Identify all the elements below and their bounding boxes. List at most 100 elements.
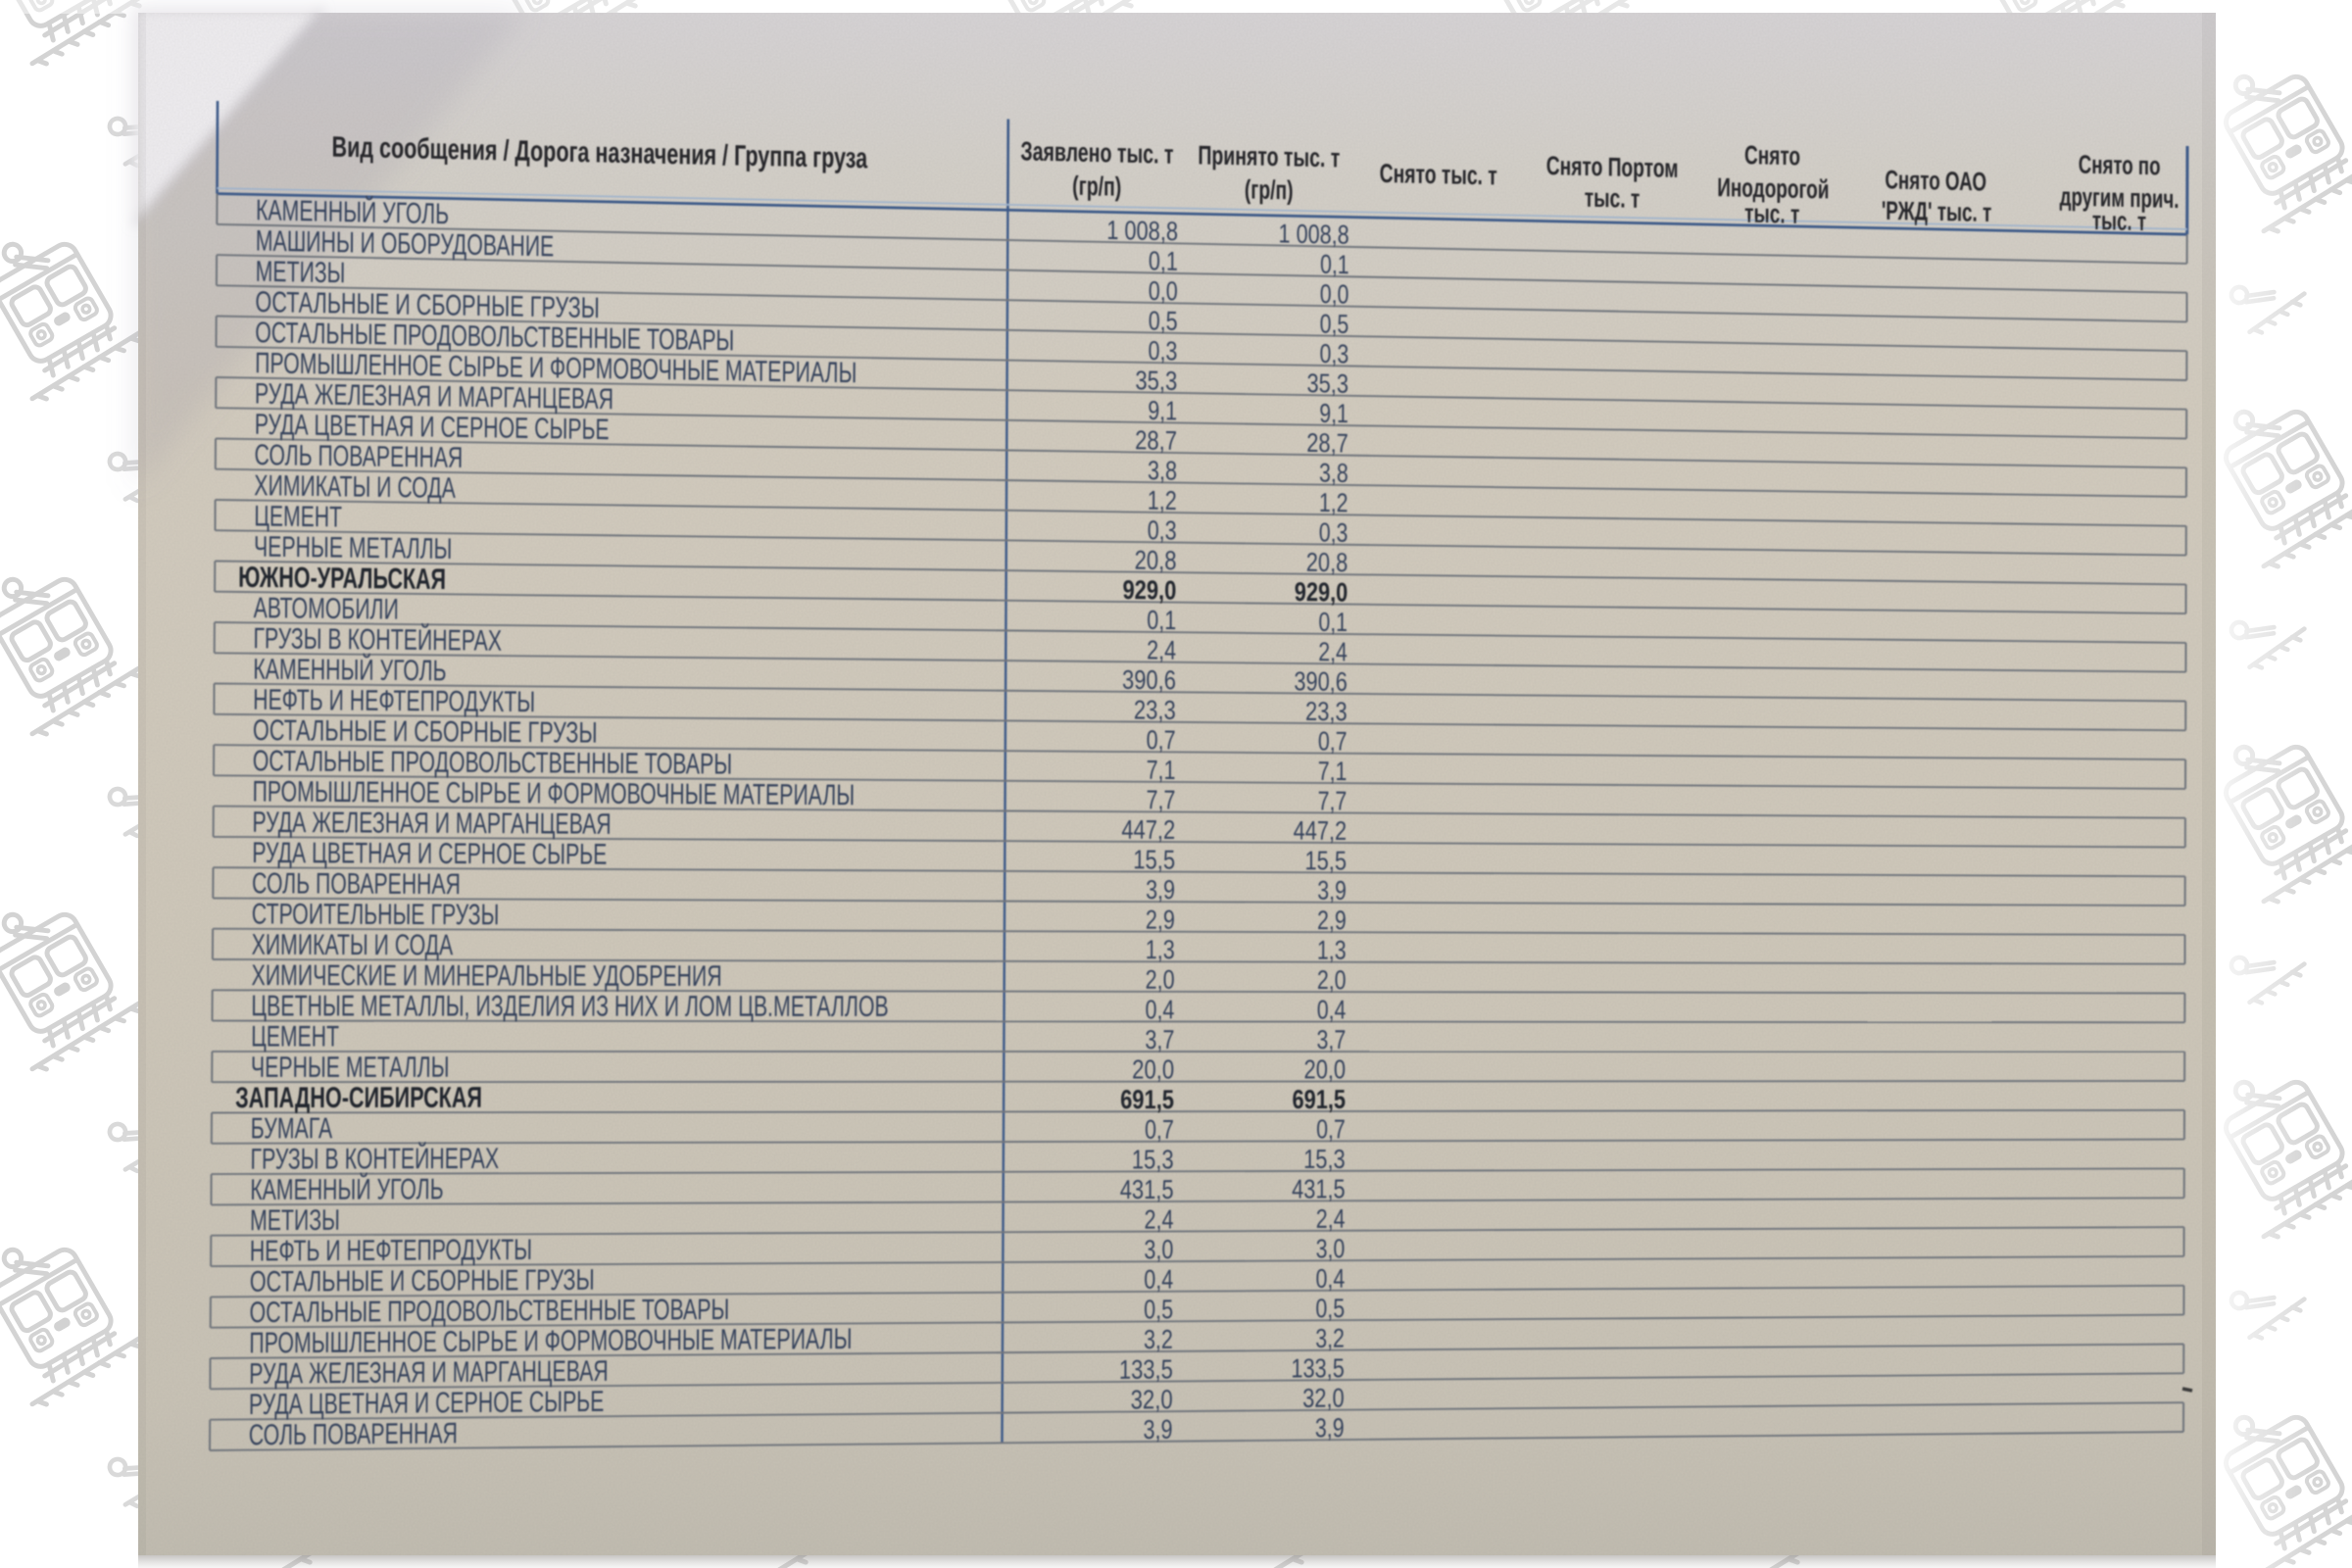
svg-text:ЧЕРНЫЕ МЕТАЛЛЫ: ЧЕРНЫЕ МЕТАЛЛЫ [254, 530, 453, 565]
svg-text:СОЛЬ ПОВАРЕННАЯ: СОЛЬ ПОВАРЕННАЯ [249, 1417, 458, 1451]
svg-text:Снято: Снято [1744, 140, 1800, 171]
svg-text:ЦВЕТНЫЕ МЕТАЛЛЫ, ИЗДЕЛИЯ ИЗ НИ: ЦВЕТНЫЕ МЕТАЛЛЫ, ИЗДЕЛИЯ ИЗ НИХ И ЛОМ ЦВ… [251, 990, 889, 1023]
svg-text:0,1: 0,1 [1147, 605, 1176, 635]
svg-text:0,3: 0,3 [1320, 338, 1349, 368]
svg-text:7,1: 7,1 [1147, 755, 1176, 785]
svg-text:тыс. т: тыс. т [1744, 199, 1799, 229]
svg-text:(гр/п): (гр/п) [1072, 171, 1121, 202]
svg-text:ОСТАЛЬНЫЕ И СБОРНЫЕ ГРУЗЫ: ОСТАЛЬНЫЕ И СБОРНЫЕ ГРУЗЫ [255, 286, 600, 324]
svg-text:КАМЕННЫЙ УГОЛЬ: КАМЕННЫЙ УГОЛЬ [253, 651, 446, 687]
svg-text:РУДА ЖЕЛЕЗНАЯ И МАРГАНЦЕВАЯ: РУДА ЖЕЛЕЗНАЯ И МАРГАНЦЕВАЯ [255, 377, 613, 416]
svg-text:3,9: 3,9 [1317, 875, 1347, 906]
svg-text:0,0: 0,0 [1320, 278, 1349, 309]
svg-text:ПРОМЫШЛЕННОЕ СЫРЬЕ И ФОРМОВОЧН: ПРОМЫШЛЕННОЕ СЫРЬЕ И ФОРМОВОЧНЫЕ МАТЕРИА… [252, 775, 855, 811]
svg-text:7,7: 7,7 [1318, 786, 1348, 816]
svg-text:ОСТАЛЬНЫЕ И СБОРНЫЕ ГРУЗЫ: ОСТАЛЬНЫЕ И СБОРНЫЕ ГРУЗЫ [253, 714, 598, 750]
svg-text:3,2: 3,2 [1144, 1324, 1173, 1354]
svg-text:15,3: 15,3 [1303, 1144, 1346, 1174]
svg-text:(гр/п): (гр/п) [1245, 174, 1294, 206]
svg-text:2,9: 2,9 [1317, 905, 1347, 935]
svg-text:0,7: 0,7 [1316, 1114, 1346, 1145]
svg-text:431,5: 431,5 [1292, 1174, 1346, 1204]
svg-text:РУДА ЦВЕТНАЯ И СЕРНОЕ СЫРЬЕ: РУДА ЦВЕТНАЯ И СЕРНОЕ СЫРЬЕ [249, 1386, 605, 1421]
svg-text:0,5: 0,5 [1320, 309, 1349, 339]
svg-text:0,1: 0,1 [1149, 246, 1178, 276]
svg-text:Снято ОАО: Снято ОАО [1885, 165, 1986, 196]
svg-text:АВТОМОБИЛИ: АВТОМОБИЛИ [254, 592, 399, 626]
svg-text:7,7: 7,7 [1146, 785, 1175, 815]
svg-text:ОСТАЛЬНЫЕ И СБОРНЫЕ ГРУЗЫ: ОСТАЛЬНЫЕ И СБОРНЫЕ ГРУЗЫ [250, 1263, 595, 1298]
svg-text:23,3: 23,3 [1134, 695, 1176, 725]
svg-text:929,0: 929,0 [1122, 574, 1176, 605]
svg-text:СОЛЬ ПОВАРЕННАЯ: СОЛЬ ПОВАРЕННАЯ [252, 867, 461, 901]
svg-text:32,0: 32,0 [1131, 1384, 1173, 1414]
svg-text:2,4: 2,4 [1316, 1203, 1346, 1234]
svg-text:691,5: 691,5 [1293, 1084, 1347, 1114]
svg-text:МЕТИЗЫ: МЕТИЗЫ [256, 255, 346, 289]
svg-text:другим прич.: другим прич. [2060, 182, 2180, 215]
svg-text:Инодорогой: Инодорогой [1717, 172, 1829, 204]
svg-text:0,5: 0,5 [1315, 1293, 1345, 1323]
svg-text:КАМЕННЫЙ УГОЛЬ: КАМЕННЫЙ УГОЛЬ [250, 1171, 444, 1206]
svg-text:Заявлено тыс. т: Заявлено тыс. т [1020, 136, 1173, 170]
svg-text:2,4: 2,4 [1145, 1204, 1174, 1235]
svg-text:БУМАГА: БУМАГА [251, 1112, 333, 1145]
svg-text:РУДА ЦВЕТНАЯ И СЕРНОЕ СЫРЬЕ: РУДА ЦВЕТНАЯ И СЕРНОЕ СЫРЬЕ [255, 408, 610, 446]
svg-text:0,5: 0,5 [1144, 1294, 1173, 1324]
svg-text:0,3: 0,3 [1148, 514, 1177, 545]
svg-text:133,5: 133,5 [1291, 1352, 1345, 1383]
svg-text:3,7: 3,7 [1145, 1024, 1174, 1054]
svg-text:0,7: 0,7 [1318, 726, 1348, 757]
svg-text:20,0: 20,0 [1132, 1054, 1174, 1085]
svg-text:15,3: 15,3 [1132, 1145, 1174, 1175]
svg-text:0,1: 0,1 [1320, 249, 1349, 279]
svg-text:НЕФТЬ И НЕФТЕПРОДУКТЫ: НЕФТЬ И НЕФТЕПРОДУКТЫ [250, 1234, 532, 1268]
svg-text:390,6: 390,6 [1122, 664, 1176, 695]
svg-text:35,3: 35,3 [1135, 366, 1177, 396]
svg-text:СОЛЬ ПОВАРЕННАЯ: СОЛЬ ПОВАРЕННАЯ [254, 439, 463, 474]
svg-text:РУДА ЦВЕТНАЯ И СЕРНОЕ СЫРЬЕ: РУДА ЦВЕТНАЯ И СЕРНОЕ СЫРЬЕ [252, 837, 607, 871]
svg-text:ХИМИЧЕСКИЕ И МИНЕРАЛЬНЫЕ УДОБР: ХИМИЧЕСКИЕ И МИНЕРАЛЬНЫЕ УДОБРЕНИЯ [251, 959, 721, 993]
svg-text:2,0: 2,0 [1317, 964, 1347, 995]
svg-text:0,7: 0,7 [1145, 1114, 1174, 1145]
svg-text:3,0: 3,0 [1144, 1234, 1173, 1264]
svg-text:9,1: 9,1 [1148, 395, 1177, 425]
svg-text:431,5: 431,5 [1120, 1174, 1174, 1204]
svg-text:ГРУЗЫ В КОНТЕЙНЕРАХ: ГРУЗЫ В КОНТЕЙНЕРАХ [250, 1141, 499, 1176]
svg-text:1,2: 1,2 [1148, 485, 1177, 515]
svg-text:ЧЕРНЫЕ МЕТАЛЛЫ: ЧЕРНЫЕ МЕТАЛЛЫ [251, 1051, 450, 1083]
svg-text:Снято Портом: Снято Портом [1546, 150, 1679, 183]
svg-text:0,3: 0,3 [1319, 517, 1348, 548]
svg-text:2,0: 2,0 [1146, 964, 1175, 995]
svg-text:3,7: 3,7 [1316, 1024, 1346, 1054]
svg-text:2,4: 2,4 [1318, 636, 1348, 666]
svg-text:3,8: 3,8 [1319, 458, 1348, 488]
svg-text:15,5: 15,5 [1304, 845, 1347, 875]
svg-text:28,7: 28,7 [1135, 425, 1177, 456]
svg-text:ПРОМЫШЛЕННОЕ СЫРЬЕ И ФОРМОВОЧН: ПРОМЫШЛЕННОЕ СЫРЬЕ И ФОРМОВОЧНЫЕ МАТЕРИА… [249, 1323, 852, 1360]
svg-text:2,4: 2,4 [1147, 635, 1176, 665]
svg-text:ХИМИКАТЫ И СОДА: ХИМИКАТЫ И СОДА [254, 469, 456, 505]
svg-text:НЕФТЬ И НЕФТЕПРОДУКТЫ: НЕФТЬ И НЕФТЕПРОДУКТЫ [253, 683, 535, 718]
svg-text:ОСТАЛЬНЫЕ ПРОДОВОЛЬСТВЕННЫЕ ТО: ОСТАЛЬНЫЕ ПРОДОВОЛЬСТВЕННЫЕ ТОВАРЫ [249, 1294, 729, 1329]
svg-text:28,7: 28,7 [1306, 427, 1348, 458]
svg-text:'РЖД' тыс. т: 'РЖД' тыс. т [1882, 196, 1991, 227]
svg-text:ЮЖНО-УРАЛЬСКАЯ: ЮЖНО-УРАЛЬСКАЯ [238, 561, 446, 596]
svg-text:Принято тыс. т: Принято тыс. т [1198, 140, 1340, 173]
svg-text:Снято по: Снято по [2079, 150, 2161, 181]
svg-text:0,1: 0,1 [1318, 607, 1348, 637]
svg-text:20,8: 20,8 [1135, 545, 1177, 575]
svg-text:20,8: 20,8 [1306, 547, 1348, 577]
svg-text:0,3: 0,3 [1148, 335, 1177, 366]
svg-text:0,5: 0,5 [1149, 306, 1178, 336]
svg-text:1,2: 1,2 [1319, 487, 1348, 517]
svg-text:МАШИНЫ И ОБОРУДОВАНИЕ: МАШИНЫ И ОБОРУДОВАНИЕ [256, 224, 555, 263]
svg-text:1,3: 1,3 [1317, 935, 1347, 965]
svg-text:447,2: 447,2 [1121, 814, 1175, 845]
svg-text:1 008,8: 1 008,8 [1106, 215, 1178, 246]
svg-text:15,5: 15,5 [1133, 845, 1175, 875]
svg-text:ОСТАЛЬНЫЕ ПРОДОВОЛЬСТВЕННЫЕ ТО: ОСТАЛЬНЫЕ ПРОДОВОЛЬСТВЕННЫЕ ТОВАРЫ [253, 745, 733, 781]
svg-text:1,3: 1,3 [1146, 934, 1175, 964]
svg-text:0,4: 0,4 [1317, 995, 1347, 1025]
svg-text:0,4: 0,4 [1144, 1264, 1173, 1295]
